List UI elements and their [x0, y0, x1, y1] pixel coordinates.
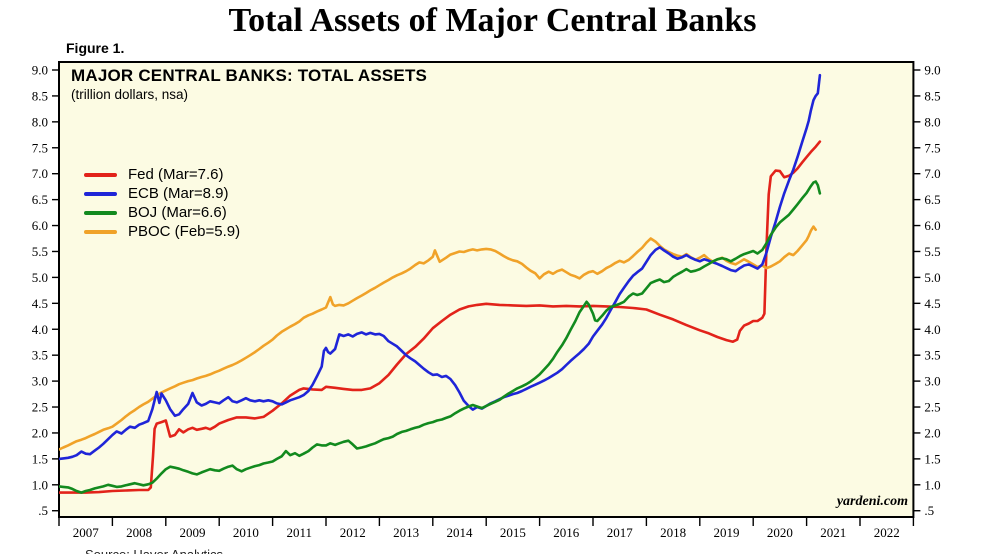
svg-text:1.5: 1.5	[32, 451, 48, 466]
svg-text:3.5: 3.5	[924, 348, 940, 363]
svg-text:5.0: 5.0	[32, 270, 48, 285]
svg-text:2018: 2018	[660, 525, 686, 540]
svg-text:9.0: 9.0	[32, 63, 48, 78]
svg-text:.5: .5	[38, 503, 48, 518]
fed-line-swatch-icon	[84, 172, 117, 177]
figure-label: Figure 1.	[66, 40, 125, 56]
svg-text:8.5: 8.5	[924, 88, 940, 103]
data-lines	[59, 73, 822, 494]
svg-text:2007: 2007	[73, 525, 100, 540]
line-ecb	[59, 73, 822, 461]
line-fed	[59, 140, 822, 494]
svg-text:2021: 2021	[820, 525, 846, 540]
chart-heading: MAJOR CENTRAL BANKS: TOTAL ASSETS	[71, 66, 428, 85]
chart-subheading: (trillion dollars, nsa)	[71, 87, 189, 102]
svg-text:5.0: 5.0	[924, 270, 940, 285]
svg-text:2020: 2020	[767, 525, 793, 540]
svg-text:7.0: 7.0	[32, 166, 48, 181]
legend-label-boj: BOJ (Mar=6.6)	[128, 204, 227, 221]
svg-text:7.0: 7.0	[924, 166, 940, 181]
svg-text:4.0: 4.0	[924, 322, 940, 337]
svg-text:2011: 2011	[287, 525, 313, 540]
svg-text:6.0: 6.0	[924, 218, 940, 233]
svg-text:1.0: 1.0	[924, 477, 940, 492]
svg-text:2017: 2017	[607, 525, 634, 540]
boj-line-swatch-icon	[84, 210, 117, 215]
svg-text:2.5: 2.5	[32, 400, 48, 415]
x-axis: 2007 2008 2009 2010 2011 2012 2013 2014 2015 2016…	[58, 517, 915, 540]
line-boj	[59, 180, 822, 494]
svg-text:2022: 2022	[874, 525, 900, 540]
svg-text:2.5: 2.5	[924, 400, 940, 415]
ecb-line-swatch-icon	[84, 191, 117, 196]
svg-text:6.5: 6.5	[32, 192, 48, 207]
source-note: Source: Haver Analytics.	[85, 547, 227, 554]
svg-text:8.0: 8.0	[32, 114, 48, 129]
y-axis-right: 9.0 8.5 8.0 7.5 7.0 6.5 6.0 5.5 5.0 4.5 4.0 3.5 3.0 2…	[913, 63, 941, 518]
svg-text:4.5: 4.5	[924, 296, 940, 311]
legend-item-ecb: ECB (Mar=8.9)	[84, 184, 240, 203]
watermark: yardeni.com	[836, 494, 908, 509]
svg-text:2013: 2013	[393, 525, 419, 540]
legend: Fed (Mar=7.6) ECB (Mar=8.9) BOJ (Mar=6.6…	[84, 165, 240, 241]
svg-text:2016: 2016	[553, 525, 580, 540]
y-axis-left: 9.0 8.5 8.0 7.5 7.0 6.5 6.0 5.5 5.0 4.5 4.0 3.5 3.0 2…	[32, 63, 59, 518]
svg-text:2012: 2012	[340, 525, 366, 540]
svg-text:3.0: 3.0	[924, 374, 940, 389]
svg-text:2009: 2009	[180, 525, 206, 540]
svg-text:.5: .5	[924, 503, 934, 518]
svg-text:7.5: 7.5	[924, 140, 940, 155]
svg-text:2015: 2015	[500, 525, 526, 540]
svg-text:6.5: 6.5	[924, 192, 940, 207]
svg-text:4.0: 4.0	[32, 322, 48, 337]
svg-text:6.0: 6.0	[32, 218, 48, 233]
svg-text:8.0: 8.0	[924, 114, 940, 129]
svg-text:4.5: 4.5	[32, 296, 48, 311]
svg-text:5.5: 5.5	[32, 244, 48, 259]
legend-label-ecb: ECB (Mar=8.9)	[128, 185, 229, 202]
svg-text:2008: 2008	[126, 525, 152, 540]
svg-text:2.0: 2.0	[32, 425, 48, 440]
svg-text:2.0: 2.0	[924, 425, 940, 440]
svg-text:7.5: 7.5	[32, 140, 48, 155]
legend-label-pboc: PBOC (Feb=5.9)	[128, 223, 241, 240]
pboc-line-swatch-icon	[84, 229, 117, 234]
svg-text:3.0: 3.0	[32, 374, 48, 389]
legend-item-boj: BOJ (Mar=6.6)	[84, 203, 240, 222]
page-title: Total Assets of Major Central Banks	[228, 2, 757, 39]
svg-text:1.5: 1.5	[924, 451, 940, 466]
svg-text:5.5: 5.5	[924, 244, 940, 259]
svg-text:8.5: 8.5	[32, 88, 48, 103]
svg-text:3.5: 3.5	[32, 348, 48, 363]
legend-item-pboc: PBOC (Feb=5.9)	[84, 222, 240, 241]
svg-text:2019: 2019	[714, 525, 740, 540]
svg-text:1.0: 1.0	[32, 477, 48, 492]
plot-frame	[58, 61, 915, 518]
svg-text:2014: 2014	[447, 525, 474, 540]
svg-text:9.0: 9.0	[924, 63, 940, 78]
svg-text:2010: 2010	[233, 525, 259, 540]
legend-label-fed: Fed (Mar=7.6)	[128, 166, 224, 183]
legend-item-fed: Fed (Mar=7.6)	[84, 165, 240, 184]
